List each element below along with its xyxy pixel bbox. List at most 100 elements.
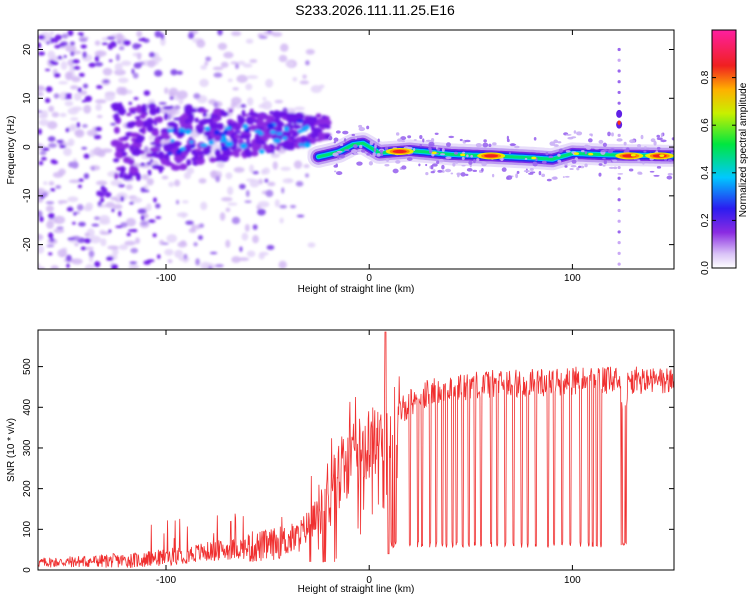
noise-blob: [128, 263, 138, 269]
ridge-noise: [384, 164, 390, 167]
noise-blob: [174, 249, 184, 259]
noise-blob: [118, 210, 122, 217]
noise-blob: [55, 185, 62, 189]
noise-blob: [129, 201, 134, 205]
noise-blob: [152, 233, 157, 238]
noise-blob: [198, 119, 208, 126]
noise-blob: [105, 201, 115, 208]
ridge-noise: [629, 139, 636, 144]
ridge-noise: [428, 143, 435, 147]
y-tick-label: 20: [22, 44, 33, 56]
ridge-noise: [461, 164, 466, 167]
noise-blob: [209, 156, 217, 163]
noise-blob: [82, 51, 87, 59]
noise-blob: [224, 126, 232, 131]
noise-blob: [137, 52, 142, 61]
ridge-noise: [386, 158, 389, 162]
noise-blob: [84, 232, 90, 238]
noise-blob: [84, 238, 92, 244]
noise-blob: [38, 44, 42, 49]
ridge-noise: [613, 166, 618, 170]
ridge-noise: [397, 138, 403, 142]
noise-blob: [220, 111, 229, 117]
ridge-noise: [611, 159, 618, 163]
ridge-noise: [557, 159, 562, 163]
noise-blob: [140, 221, 148, 226]
noise-blob: [91, 223, 100, 227]
ridge-noise: [425, 139, 432, 142]
noise-blob: [81, 146, 88, 150]
noise-blob: [225, 140, 234, 147]
noise-blob: [39, 151, 47, 156]
noise-blob: [125, 217, 136, 227]
ridge-noise: [461, 156, 465, 160]
noise-blob: [279, 204, 287, 209]
noise-blob: [223, 51, 234, 59]
noise-blob: [42, 147, 50, 151]
ridge-noise: [580, 149, 585, 153]
noise-blob: [203, 147, 208, 154]
noise-blob: [234, 130, 242, 134]
ridge-noise: [598, 172, 602, 177]
ridge-noise: [332, 152, 339, 157]
noise-blob: [96, 190, 102, 197]
noise-blob: [292, 76, 298, 82]
noise-blob: [116, 33, 124, 41]
noise-blob: [173, 166, 178, 170]
noise-blob: [243, 128, 251, 133]
noise-blob: [170, 69, 178, 76]
noise-blob: [46, 121, 58, 130]
noise-blob: [70, 85, 79, 90]
spike-dot: [617, 80, 621, 84]
noise-blob: [249, 179, 260, 188]
ridge-noise: [425, 172, 429, 176]
ridge-noise: [660, 132, 663, 138]
ridge-noise: [529, 171, 536, 174]
ridge-peak: [531, 156, 537, 160]
ridge-peak: [588, 152, 594, 156]
noise-blob: [215, 122, 224, 129]
noise-blob: [245, 38, 254, 44]
noise-blob: [223, 129, 229, 135]
noise-blob: [137, 208, 147, 214]
ridge-noise: [546, 178, 552, 182]
ridge-noise: [436, 160, 440, 165]
ridge-noise: [453, 151, 458, 155]
noise-blob: [38, 91, 44, 97]
ridge-noise: [584, 163, 588, 168]
noise-blob: [225, 207, 231, 213]
ridge-peak: [630, 153, 636, 157]
ridge-noise: [437, 148, 440, 152]
noise-blob: [135, 237, 140, 245]
noise-blob: [154, 120, 158, 126]
noise-blob: [130, 197, 143, 204]
ridge-noise: [481, 161, 487, 167]
noise-blob: [193, 93, 201, 99]
noise-blob: [102, 187, 108, 194]
noise-blob: [65, 254, 72, 262]
noise-blob: [195, 258, 200, 266]
ridge-noise: [456, 172, 462, 176]
noise-blob: [230, 61, 239, 65]
noise-blob: [213, 129, 220, 136]
noise-blob: [231, 256, 241, 264]
noise-blob: [265, 78, 274, 88]
noise-blob: [265, 189, 274, 198]
noise-blob: [225, 239, 231, 248]
noise-blob: [257, 208, 266, 216]
noise-blob: [63, 147, 72, 157]
noise-blob: [47, 50, 56, 59]
noise-blob: [48, 181, 55, 186]
noise-blob: [38, 34, 46, 40]
ridge-noise: [354, 136, 358, 140]
noise-blob: [250, 150, 259, 157]
ridge-noise: [473, 159, 476, 164]
noise-blob: [53, 73, 61, 78]
noise-blob: [293, 160, 303, 169]
ridge-noise: [428, 146, 432, 150]
ridge-noise: [401, 140, 405, 143]
ridge-noise: [483, 139, 487, 143]
noise-blob: [58, 43, 66, 47]
ridge-noise: [598, 139, 604, 144]
